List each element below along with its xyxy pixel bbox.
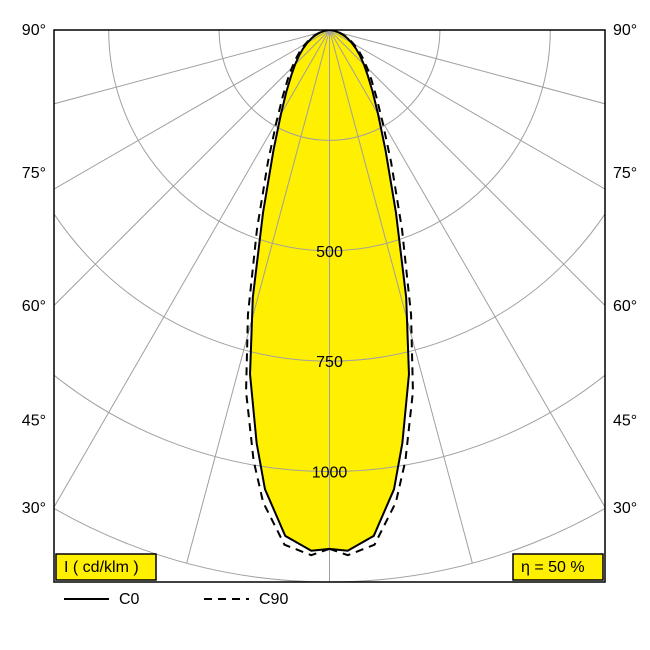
angle-label-right: 60° [613, 298, 637, 315]
angle-label-left: 90° [22, 22, 46, 39]
eta-legend-text: η = 50 % [521, 559, 585, 576]
grid-radial [330, 0, 650, 30]
angle-label-left: 60° [22, 298, 46, 315]
angle-label-left: 30° [22, 500, 46, 517]
angle-label-right: 90° [613, 22, 637, 39]
grid-radial [0, 0, 329, 30]
angle-label-right: 30° [613, 500, 637, 517]
unit-legend-text: I ( cd/klm ) [64, 559, 139, 576]
ring-label: 500 [316, 244, 343, 261]
legend-label-C90: C90 [259, 591, 288, 608]
legend-label-C0: C0 [119, 591, 140, 608]
angle-label-right: 45° [613, 412, 637, 429]
polar-chart-svg: 500 750 1000 30° 30° 45° 45° 60° 60° 75° 75° 90° 90°… [0, 0, 650, 650]
ring-label: 750 [316, 354, 343, 371]
angle-label-left: 45° [22, 412, 46, 429]
angle-label-right: 75° [613, 165, 637, 182]
ring-label: 1000 [312, 465, 348, 482]
polar-chart-container: 500 750 1000 30° 30° 45° 45° 60° 60° 75° 75° 90° 90°… [0, 0, 650, 650]
angle-label-left: 75° [22, 165, 46, 182]
